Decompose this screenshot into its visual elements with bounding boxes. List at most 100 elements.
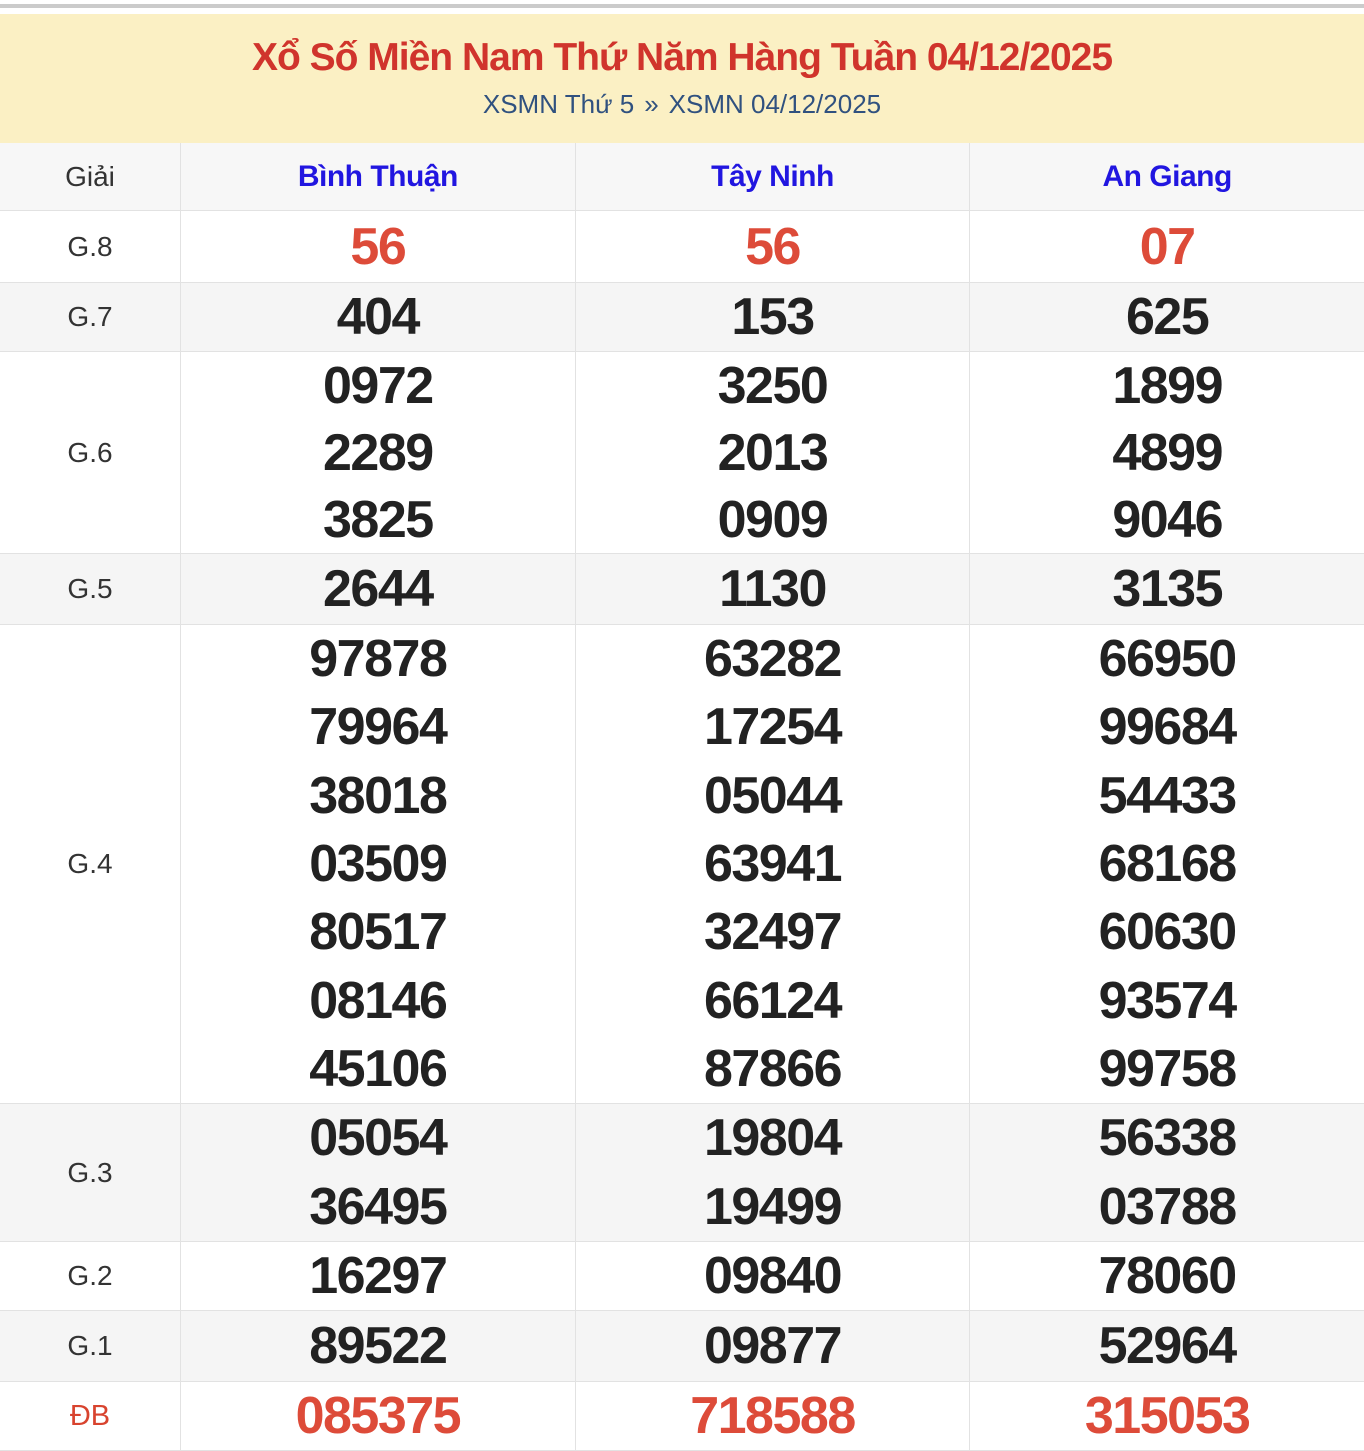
prize-label-cell: G.2: [0, 1242, 180, 1310]
result-number: 09877: [703, 1317, 843, 1375]
province-link-binh-thuan[interactable]: Bình Thuận: [297, 159, 458, 193]
prize-label-cell: G.1: [0, 1311, 180, 1381]
result-cell-tay-ninh: 63282 17254 05044 63941 32497 66124 8786…: [574, 625, 970, 1103]
result-number: 54433: [1098, 766, 1238, 825]
result-number: 05044: [703, 766, 843, 825]
top-divider: [0, 0, 1364, 14]
result-number: 08146: [309, 971, 448, 1030]
result-cell-tay-ninh: 1130: [574, 554, 970, 624]
result-cell-an-giang: 52964: [969, 1311, 1364, 1381]
result-number: 03509: [309, 835, 448, 893]
result-number: 56338: [1098, 1109, 1238, 1168]
result-number: 09840: [703, 1247, 843, 1305]
result-number: 0909: [717, 490, 829, 549]
result-cell-binh-thuan: 89522: [180, 1311, 575, 1381]
result-cell-an-giang: 56338 03788: [969, 1104, 1364, 1241]
result-number: 32497: [703, 903, 843, 962]
prize-label: G.3: [67, 1156, 113, 1188]
result-number: 38018: [309, 766, 448, 825]
result-number: 2289: [322, 423, 434, 482]
prize-label-cell: G.5: [0, 554, 180, 624]
result-cell-an-giang: 1899 4899 9046: [969, 352, 1364, 553]
breadcrumb-link-xsmn-date[interactable]: XSMN 04/12/2025: [668, 89, 882, 120]
result-number: 19804: [703, 1109, 843, 1168]
result-cell-tay-ninh: 56: [574, 211, 970, 282]
result-cell-binh-thuan: 05054 36495: [180, 1104, 575, 1241]
result-cell-an-giang: 78060: [969, 1242, 1364, 1310]
result-cell-tay-ninh: 09840: [574, 1242, 970, 1310]
result-number: 63941: [703, 835, 843, 893]
result-number: 05054: [309, 1109, 448, 1168]
result-number: 52964: [1098, 1317, 1238, 1375]
prize-column-header: Giải: [65, 160, 115, 192]
result-cell-binh-thuan: 404: [180, 283, 575, 351]
prize-row-g4: G.4 97878 79964 38018 03509 80517 08146 …: [0, 624, 1364, 1103]
prize-label-cell: ĐB: [0, 1382, 180, 1450]
prize-row-db: ĐB 085375 718588 315053: [0, 1381, 1364, 1450]
result-number: 4899: [1112, 423, 1223, 482]
prize-row-g7: G.7 404 153 625: [0, 282, 1364, 351]
prize-label-cell: G.3: [0, 1104, 180, 1241]
breadcrumb-link-xsmn-weekday[interactable]: XSMN Thứ 5: [482, 89, 635, 120]
prize-label: G.4: [67, 848, 113, 879]
result-number: 153: [731, 288, 815, 346]
result-cell-an-giang: 66950 99684 54433 68168 60630 93574 9975…: [969, 625, 1364, 1103]
prize-label-cell: G.6: [0, 352, 180, 553]
province-link-tay-ninh[interactable]: Tây Ninh: [711, 159, 834, 193]
result-number: 87866: [703, 1039, 843, 1098]
prize-row-g5: G.5 2644 1130 3135: [0, 553, 1364, 624]
result-number: 99684: [1098, 698, 1238, 757]
result-number: 3825: [322, 490, 434, 549]
result-number: 80517: [309, 903, 448, 962]
result-number: 1130: [719, 560, 827, 618]
prize-row-g1: G.1 89522 09877 52964: [0, 1310, 1364, 1381]
result-cell-binh-thuan: 56: [180, 211, 575, 282]
page-header: Xổ Số Miền Nam Thứ Năm Hàng Tuần 04/12/2…: [0, 14, 1364, 143]
result-number: 56: [350, 217, 406, 276]
result-number: 60630: [1098, 903, 1238, 962]
result-number: 99758: [1098, 1039, 1238, 1098]
result-number: 36495: [309, 1177, 448, 1236]
prize-label: G.5: [67, 573, 113, 604]
result-number: 56: [745, 217, 801, 276]
breadcrumb-separator: »: [644, 89, 659, 120]
result-cell-tay-ninh: 09877: [574, 1311, 970, 1381]
prize-row-g2: G.2 16297 09840 78060: [0, 1241, 1364, 1310]
result-cell-binh-thuan: 97878 79964 38018 03509 80517 08146 4510…: [180, 625, 575, 1103]
prize-label-cell: G.4: [0, 625, 180, 1103]
table-header-row: Giải Bình Thuận Tây Ninh An Giang: [0, 143, 1364, 210]
result-cell-tay-ninh: 718588: [574, 1382, 970, 1450]
result-number: 97878: [309, 630, 448, 689]
result-number: 93574: [1098, 971, 1238, 1030]
prize-label-cell: G.8: [0, 211, 180, 282]
prize-row-g8: G.8 56 56 07: [0, 210, 1364, 282]
result-number: 2013: [717, 423, 829, 482]
prize-row-g3: G.3 05054 36495 19804 19499 56338 03788: [0, 1103, 1364, 1241]
result-number: 63282: [703, 630, 843, 689]
result-number: 07: [1139, 217, 1196, 276]
prize-label: ĐB: [69, 1399, 111, 1432]
result-number: 9046: [1112, 490, 1223, 549]
province-link-an-giang[interactable]: An Giang: [1102, 159, 1232, 193]
prize-label: G.8: [67, 230, 113, 262]
prize-column-header-cell: Giải: [0, 143, 180, 210]
province-header-cell: Bình Thuận: [180, 143, 575, 210]
result-cell-tay-ninh: 19804 19499: [574, 1104, 970, 1241]
prize-label: G.6: [67, 436, 113, 468]
result-cell-an-giang: 625: [969, 283, 1364, 351]
result-number: 66950: [1098, 630, 1238, 689]
result-number: 16297: [309, 1247, 448, 1305]
result-cell-binh-thuan: 2644: [180, 554, 575, 624]
result-number: 3135: [1112, 560, 1223, 618]
result-cell-binh-thuan: 085375: [180, 1382, 575, 1450]
result-number: 1899: [1112, 356, 1223, 415]
result-number: 085375: [295, 1387, 462, 1445]
result-cell-an-giang: 3135: [969, 554, 1364, 624]
result-number: 625: [1126, 288, 1210, 346]
result-number: 78060: [1098, 1247, 1238, 1305]
result-cell-an-giang: 315053: [969, 1382, 1364, 1450]
result-number: 718588: [690, 1387, 856, 1445]
result-cell-an-giang: 07: [969, 211, 1364, 282]
result-number: 315053: [1084, 1387, 1251, 1445]
